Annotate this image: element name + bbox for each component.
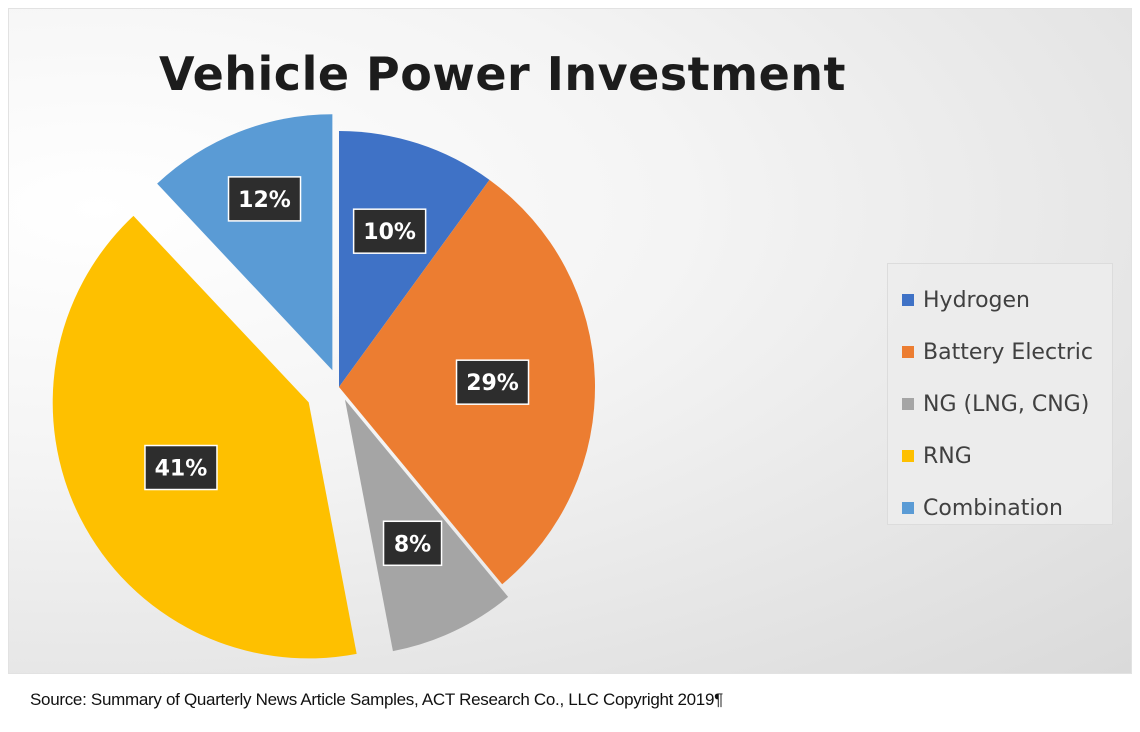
- legend-item-battery-electric: Battery Electric: [902, 326, 1112, 378]
- legend-item-ng-lng-cng: NG (LNG, CNG): [902, 378, 1112, 430]
- pie-slice-rng: [52, 215, 357, 659]
- legend: Hydrogen Battery Electric NG (LNG, CNG) RNG…: [887, 263, 1113, 525]
- legend-swatch: [902, 398, 914, 410]
- legend-label: Battery Electric: [923, 339, 1093, 365]
- data-label-hydrogen: 10%: [352, 208, 427, 254]
- legend-item-hydrogen: Hydrogen: [902, 274, 1112, 326]
- legend-label: RNG: [923, 443, 972, 469]
- legend-label: NG (LNG, CNG): [923, 391, 1090, 417]
- data-label-ng-lng-cng: 8%: [382, 520, 443, 567]
- svg-text:29%: 29%: [466, 371, 519, 396]
- legend-label: Combination: [923, 495, 1063, 521]
- chart-title: Vehicle Power Investment: [159, 47, 847, 101]
- svg-text:8%: 8%: [394, 532, 431, 557]
- source-note: Source: Summary of Quarterly News Articl…: [30, 690, 723, 709]
- data-label-battery-electric: 29%: [455, 359, 530, 405]
- svg-text:12%: 12%: [238, 188, 291, 213]
- legend-swatch: [902, 502, 914, 514]
- legend-item-rng: RNG: [902, 430, 1112, 482]
- svg-text:10%: 10%: [363, 220, 416, 245]
- data-label-rng: 41%: [144, 444, 218, 491]
- pie-slice-hydrogen: [339, 131, 490, 387]
- pie-chart: 10% 29% 8% 41% 12%: [52, 114, 595, 659]
- legend-swatch: [902, 346, 914, 358]
- legend-swatch: [902, 450, 914, 462]
- legend-label: Hydrogen: [923, 287, 1030, 313]
- legend-item-combination: Combination: [902, 482, 1112, 534]
- chart-area: Vehicle Power Investment 10% 29% 8% 41% 12% …: [8, 8, 1132, 674]
- data-label-combination: 12%: [227, 176, 302, 222]
- legend-swatch: [902, 294, 914, 306]
- svg-text:41%: 41%: [155, 457, 208, 482]
